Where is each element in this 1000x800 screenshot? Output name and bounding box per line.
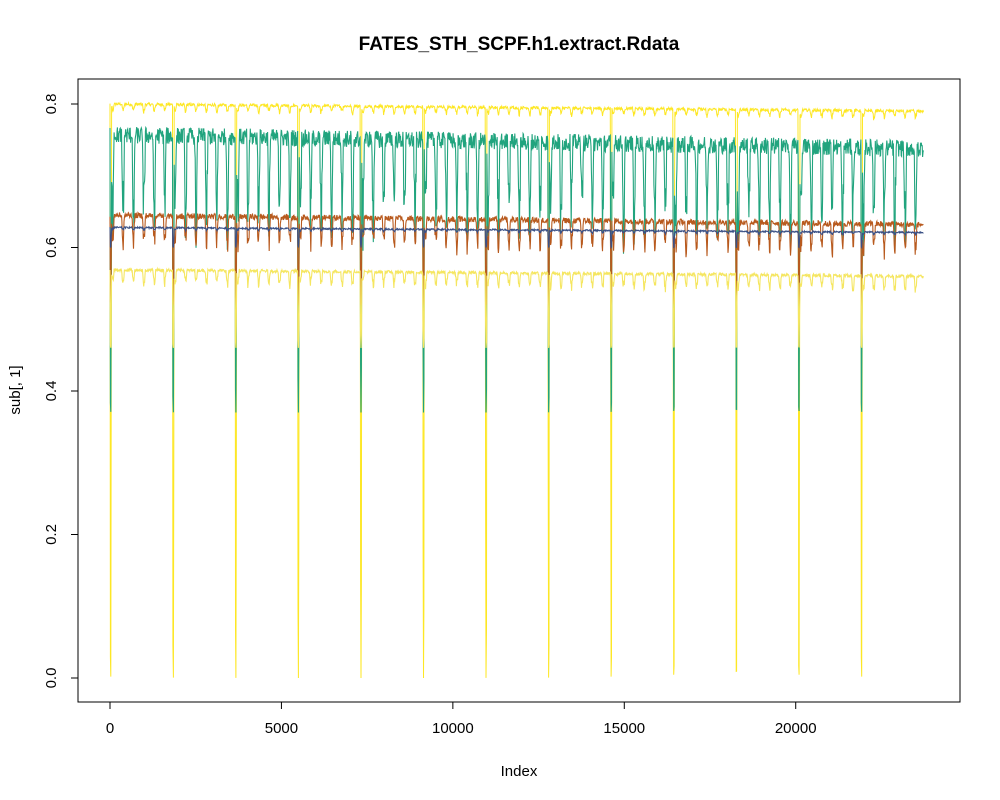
series-layer xyxy=(109,100,924,679)
y-axis: 0.0 0.2 0.4 0.6 0.8 xyxy=(43,94,79,689)
series-line-teal xyxy=(109,125,924,413)
series-line-yellow_top xyxy=(109,100,924,679)
series-line-yellow_low xyxy=(109,266,924,349)
x-tick-label: 5000 xyxy=(265,720,298,737)
x-axis-label: Index xyxy=(501,763,538,780)
chart-title: FATES_STH_SCPF.h1.extract.Rdata xyxy=(359,34,680,55)
x-tick-label: 10000 xyxy=(432,720,474,737)
y-axis-label: sub[, 1] xyxy=(7,365,24,414)
x-tick-label: 20000 xyxy=(775,720,817,737)
x-tick-label: 15000 xyxy=(603,720,645,737)
series-line-orange xyxy=(109,211,924,305)
y-tick-label: 0.2 xyxy=(43,524,60,545)
series-line-navy xyxy=(109,225,924,250)
plot-frame xyxy=(77,78,961,703)
y-tick-label: 0.8 xyxy=(43,94,60,115)
y-tick-label: 0.4 xyxy=(43,381,60,402)
y-tick-label: 0.0 xyxy=(43,668,60,689)
y-tick-label: 0.6 xyxy=(43,237,60,258)
x-axis: 0 5000 10000 15000 20000 xyxy=(106,701,817,737)
x-tick-label: 0 xyxy=(106,720,114,737)
